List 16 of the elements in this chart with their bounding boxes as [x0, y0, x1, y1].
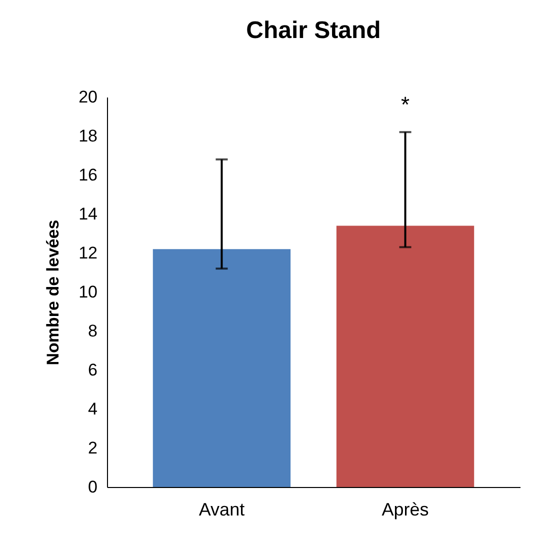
y-tick-label: 20	[78, 88, 98, 106]
y-axis-title: Nombre de levées	[44, 220, 63, 366]
x-tick-label: Après	[382, 500, 429, 520]
y-tick-label: 16	[78, 166, 98, 184]
x-tick-label: Avant	[198, 500, 245, 520]
y-tick-label: 4	[88, 400, 98, 418]
y-tick-label: 6	[88, 360, 98, 380]
annotation: *	[400, 92, 410, 117]
y-tick-label: 10	[78, 282, 98, 302]
y-tick-label: 14	[78, 204, 98, 224]
y-tick-label: 2	[88, 438, 98, 458]
y-tick-label: 18	[78, 126, 98, 146]
y-tick-label: 8	[88, 322, 98, 340]
chart-title: Chair Stand	[246, 17, 381, 44]
y-tick-label: 12	[78, 244, 98, 262]
y-tick-label: 0	[88, 478, 98, 496]
